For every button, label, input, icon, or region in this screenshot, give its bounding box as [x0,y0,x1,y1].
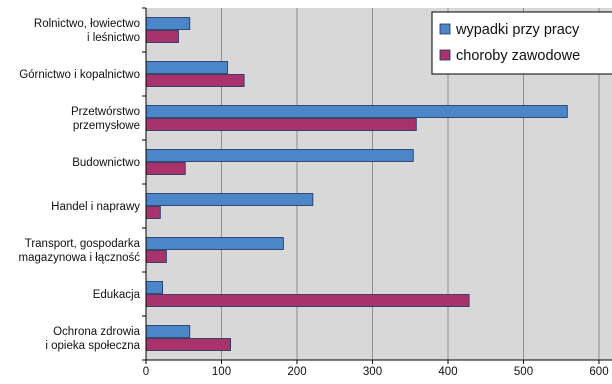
x-tick-label-100: 100 [212,366,231,378]
bar-wypadki-0 [145,17,191,30]
x-tick-label-0: 0 [143,366,149,378]
legend-swatch-0 [439,23,451,35]
x-tick-label-500: 500 [514,366,533,378]
y-axis: Rolnictwo, łowiectwo i leśnictwo Górnictwo… [19,7,147,361]
bar-wypadki-7 [145,325,191,338]
y-tick-label-6-0: Edukacja [93,289,141,301]
x-axis: 0 100 200 300 400 500 600 [143,359,612,378]
x-tick-label-400: 400 [438,366,457,378]
bar-choroby-6 [145,294,470,307]
x-tick-label-200: 200 [287,366,306,378]
bar-choroby-7 [145,338,231,351]
bar-choroby-5 [145,250,167,263]
legend-label-1: choroby zawodowe [456,48,580,64]
y-tick-label-5-1: magazynowa i łączność [19,252,141,264]
y-tick-label-0-0: Rolnictwo, łowiectwo [34,18,140,30]
legend-box [431,11,612,75]
bar-wypadki-4 [145,193,314,206]
bar-wypadki-1 [145,61,228,74]
y-tick-label-3-0: Budownictwo [72,157,140,169]
y-tick-label-5-0: Transport, gospodarka [25,238,141,250]
y-tick-label-2-0: Przetwórstwo [71,106,140,118]
y-tick-label-1-0: Górnictwo i kopalnictwo [19,69,140,81]
bar-wypadki-3 [145,149,414,162]
y-tick-label-0-1: i leśnictwo [87,32,140,44]
bar-wypadki-5 [145,237,284,250]
x-tick-label-300: 300 [363,366,382,378]
legend: wypadki przy pracy choroby zawodowe [431,11,612,75]
bar-choroby-4 [145,206,161,219]
y-tick-label-7-0: Ochrona zdrowia [53,326,141,338]
bar-choroby-0 [145,30,179,43]
bar-choroby-1 [145,74,245,87]
bar-wypadki-2 [145,105,568,118]
y-tick-label-2-1: przemysłowe [73,120,140,132]
legend-label-0: wypadki przy pracy [455,22,580,38]
y-tick-label-4-0: Handel i naprawy [51,201,140,213]
bar-choroby-3 [145,162,186,175]
y-tick-label-7-1: i opieka społeczna [45,340,140,352]
bar-choroby-2 [145,118,417,131]
x-tick-label-600: 600 [589,366,608,378]
legend-swatch-1 [439,49,451,61]
bar-wypadki-6 [145,281,164,294]
